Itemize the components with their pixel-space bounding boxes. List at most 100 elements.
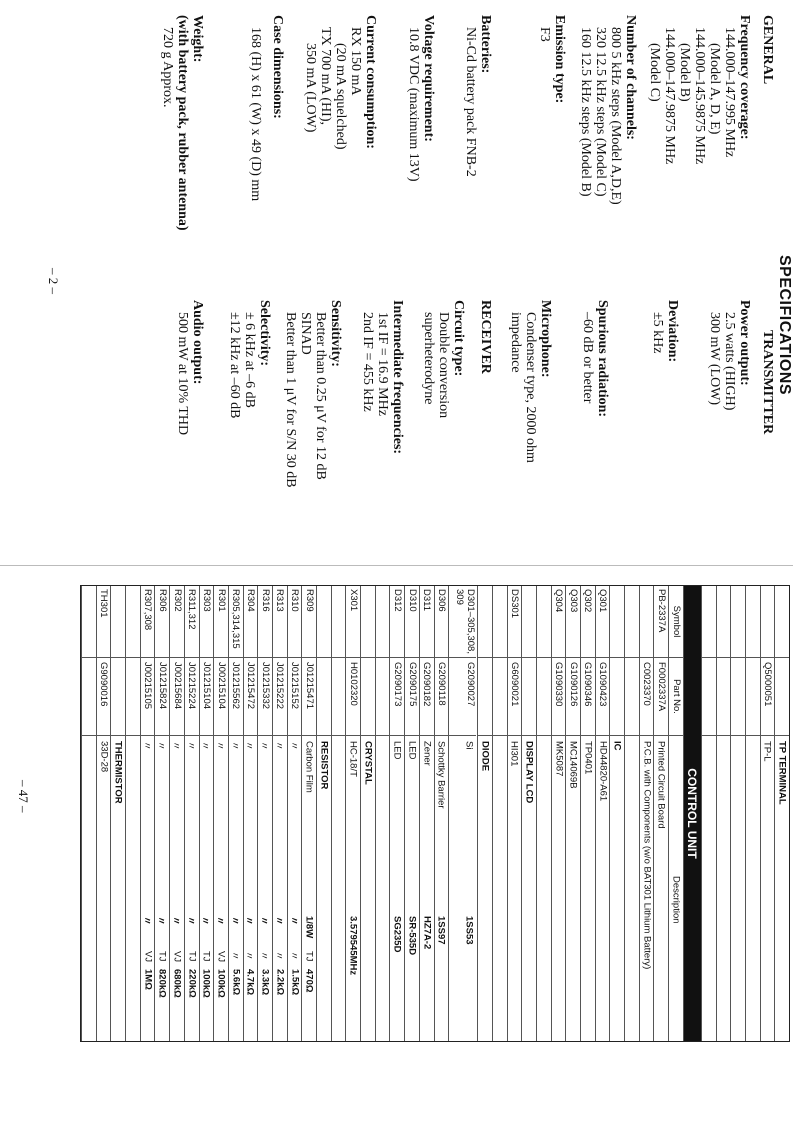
description-text: TP0401 <box>582 741 594 775</box>
symbol-cell <box>701 586 716 658</box>
spec-value: –60 dB or better <box>580 312 595 404</box>
symbol-cell <box>639 586 654 658</box>
part-number-cell: J01215472 <box>243 658 258 736</box>
description-cell: 〃〃 VJ 1MΩ <box>141 736 155 1041</box>
symbol-cell: R311,312 <box>184 586 199 658</box>
description-text: 〃 <box>228 741 240 751</box>
spec-value: TX 700 mA (HI), <box>318 27 333 125</box>
description-cell: DIODE <box>478 736 492 1041</box>
description-text: HI301 <box>508 741 520 767</box>
part-number-cell: G1090346 <box>581 658 595 736</box>
spec-heading: Power output: <box>737 300 752 386</box>
symbol-cell <box>775 586 789 658</box>
symbol-cell <box>317 586 331 658</box>
spec-heading: Voltage requirement: <box>421 15 436 142</box>
description-cell: 〃〃〃 3.3kΩ <box>258 736 272 1041</box>
description-text: MK5087 <box>553 741 565 777</box>
part-number-cell: G6090021 <box>507 658 522 736</box>
description-cell <box>537 736 551 1041</box>
page-number-right: – 47 – <box>16 780 31 813</box>
description-cell: 〃〃〃 4.7kΩ <box>243 736 258 1041</box>
description-text: Si <box>463 741 475 750</box>
table-row: R302 J00215684 〃〃 VJ 680kΩ <box>169 586 184 1041</box>
description-text: IC <box>611 741 623 751</box>
value-text: 4.7kΩ <box>244 969 256 996</box>
symbol-cell <box>731 586 745 658</box>
blank-row <box>744 586 760 1041</box>
description-cell: TP0401 <box>581 736 595 1041</box>
spec-value: 160 12.5 kHz steps (Model B) <box>578 27 593 197</box>
blank-row <box>730 586 745 1041</box>
spec-value: 320 12.5 kHz steps (Model C) <box>593 27 608 197</box>
symbol-cell: R310 <box>287 586 302 658</box>
description-text: 〃 <box>140 741 152 751</box>
part-number-cell <box>331 658 346 736</box>
table-row: Q5000051 TP-L <box>759 586 775 1041</box>
description-cell: THERMISTOR <box>111 736 125 1041</box>
symbol-cell <box>522 586 536 658</box>
description-text: 〃 <box>184 741 196 751</box>
value-text: 100kΩ <box>215 969 227 998</box>
table-row: DS301 G6090021 HI301 <box>506 586 522 1041</box>
symbol-cell <box>716 586 731 658</box>
part-number-cell <box>701 658 716 736</box>
table-row: D301–305,308, 309 G2090027 Si 1SS53 <box>448 586 478 1041</box>
rating-text: 〃 <box>228 916 240 926</box>
spec-value: 720 g Approx. <box>160 27 175 108</box>
description-cell: Carbon Film 1/8W TJ 470Ω <box>302 736 316 1041</box>
spec-value: Ni-Cd battery pack FNB-2 <box>463 27 478 177</box>
table-row: R316 J01215332 〃〃〃 3.3kΩ <box>257 586 272 1041</box>
spec-value: 168 (H) x 61 (W) x 49 (D) mm <box>248 27 263 202</box>
value-text: 680kΩ <box>171 969 183 998</box>
table-row: Q304 G1090330 MK5087 <box>550 586 566 1041</box>
description-text: CRYSTAL <box>362 741 374 785</box>
description-text: 〃 <box>272 741 284 751</box>
part-number-cell: J01215471 <box>302 658 317 736</box>
spec-heading: TRANSMITTER <box>760 330 775 435</box>
description-text: HD44820-A61 <box>597 741 609 802</box>
description-cell: MC14069B <box>566 736 580 1041</box>
section-banner: CONTROL UNIT <box>682 586 701 1041</box>
spec-heading: RECEIVER <box>478 300 493 374</box>
blank-row <box>715 586 731 1041</box>
description-cell <box>332 736 346 1041</box>
symbol-cell <box>126 586 140 658</box>
table-row: R309 J01215471 Carbon Film 1/8W TJ 470Ω <box>301 586 317 1041</box>
part-number-cell <box>745 658 760 736</box>
spec-heading: Circuit type: <box>451 300 466 377</box>
spec-value: 1st IF = 16.9 MHz <box>375 312 390 416</box>
symbol-cell: R301 <box>214 586 228 658</box>
symbol-cell: Q304 <box>551 586 566 658</box>
description-cell <box>376 736 390 1041</box>
symbol-cell: DS301 <box>507 586 522 658</box>
rating-text: 1SS53 <box>463 916 475 945</box>
rating-text: SR-535D <box>406 916 418 956</box>
spec-value: Better than 0.25 μV for 12 dB <box>313 312 328 480</box>
part-number-cell <box>317 658 331 736</box>
description-text: LED <box>406 741 418 760</box>
rating-text: 〃 <box>155 916 167 926</box>
blank-row <box>491 586 507 1041</box>
section-row: RESISTOR <box>316 586 331 1041</box>
rating-text: 〃 <box>287 916 299 926</box>
maker-text: 〃 <box>258 951 270 961</box>
symbol-cell <box>111 586 126 658</box>
description-cell: MK5087 <box>552 736 566 1041</box>
spec-value: 300 mW (LOW) <box>707 312 722 406</box>
rating-text: 〃 <box>272 916 284 926</box>
maker-text: 〃 <box>228 951 240 961</box>
part-number-cell: G2090175 <box>405 658 419 736</box>
part-number-cell <box>361 658 375 736</box>
part-number-cell: J01215224 <box>184 658 199 736</box>
description-text: 〃 <box>243 741 255 751</box>
spec-heading: Emission type: <box>552 15 567 104</box>
part-number-cell: H0102320 <box>346 658 361 736</box>
description-cell: LED SR-535D <box>405 736 419 1041</box>
spec-value: Double conversion <box>436 312 451 419</box>
value-text: 3.3kΩ <box>259 969 271 996</box>
spec-heading: Weight: <box>190 15 205 63</box>
symbol-cell <box>361 586 375 658</box>
description-text: P.C.B. with Components (w/o BAT301 Lithi… <box>641 741 653 970</box>
table-row: R311,312 J01215224 〃〃 TJ 220kΩ <box>183 586 199 1041</box>
